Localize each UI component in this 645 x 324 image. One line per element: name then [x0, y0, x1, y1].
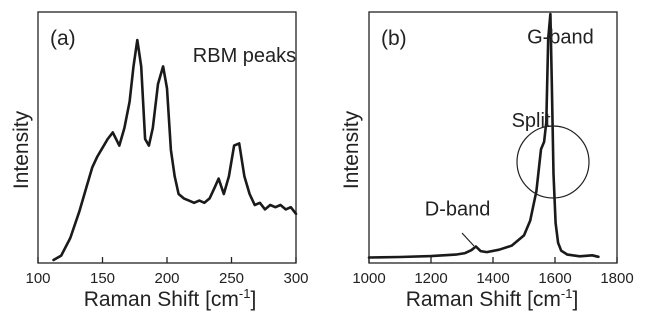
panel-a-x-tick-label: 100 [25, 270, 50, 287]
panel-b-x-tick-label: 1600 [538, 270, 571, 287]
panel-b-xlabel-main: Raman Shift [cm [406, 288, 561, 311]
panel-b-x-tick-label: 1200 [414, 270, 447, 287]
panel-a-x-tick-label: 150 [90, 270, 115, 287]
panel-b-x-tick-label: 1000 [352, 270, 385, 287]
panel-a-xlabel-sup: -1 [239, 286, 251, 301]
panel-b-xlabel-sup: -1 [561, 286, 573, 301]
panel-b-series-line [367, 12, 600, 259]
panel-b-label: (b) [381, 27, 407, 50]
panel-b-x-tick-label: 1400 [476, 270, 509, 287]
panel-a-xlabel-main: Raman Shift [cm [84, 288, 239, 311]
panel-a: (a) Intensity Raman Shift [cm-1] 100 150 2… [10, 11, 309, 311]
split-highlight-circle [516, 125, 590, 199]
d-band-annotation: D-band [425, 199, 491, 221]
panel-a-label: (a) [50, 27, 76, 50]
panel-a-x-tick-label: 300 [283, 270, 308, 287]
d-band-pointer-line [461, 232, 475, 247]
panel-a-series-line [52, 38, 298, 262]
panel-b-xlabel: Raman Shift [cm-1] [406, 286, 579, 311]
panel-a-xlabel-end: ] [250, 288, 256, 311]
panel-a-x-tick-label: 200 [154, 270, 179, 287]
panel-b-x-tick-label: 1800 [600, 270, 633, 287]
panel-b: (b) Intensity Raman Shift [cm-1] 1000 120… [340, 11, 634, 311]
panel-a-ylabel: Intensity [10, 110, 33, 189]
panel-a-xlabel: Raman Shift [cm-1] [84, 286, 257, 311]
panel-a-x-tick-label: 250 [219, 270, 244, 287]
split-annotation: Split [512, 110, 551, 132]
rbm-peaks-annotation: RBM peaks [193, 45, 296, 67]
panel-b-x-ticks: 1000 1200 1400 1600 1800 [352, 257, 634, 287]
panel-b-ylabel: Intensity [340, 110, 363, 189]
panel-b-xlabel-end: ] [572, 288, 578, 311]
panel-a-x-ticks: 100 150 200 250 300 [25, 257, 309, 287]
g-band-annotation: G-band [527, 27, 594, 49]
